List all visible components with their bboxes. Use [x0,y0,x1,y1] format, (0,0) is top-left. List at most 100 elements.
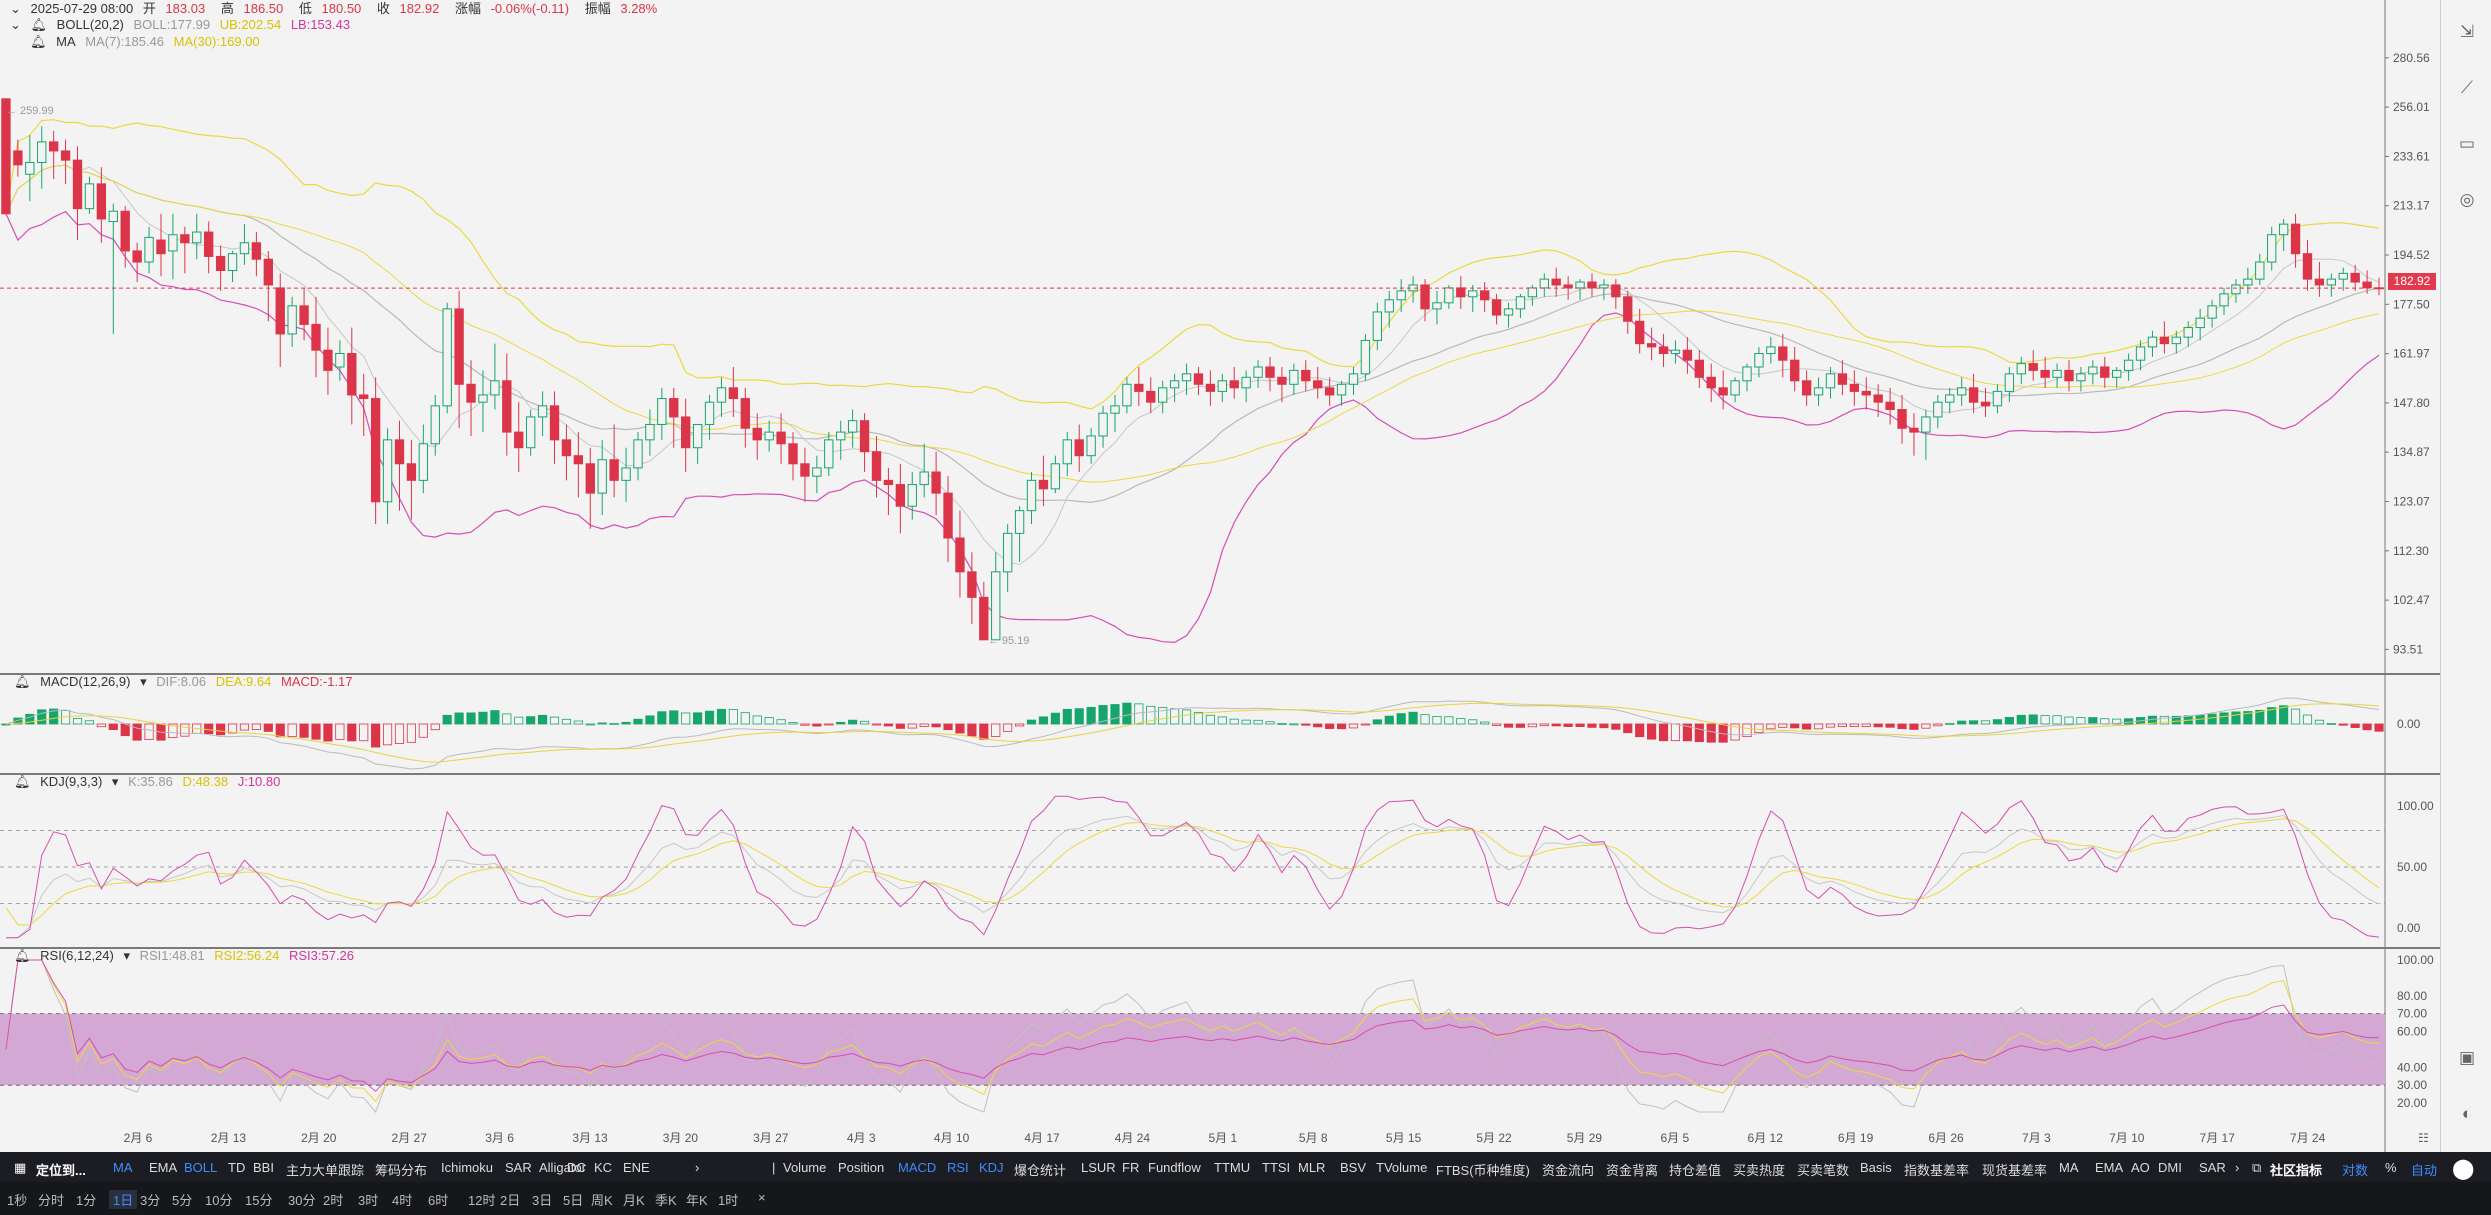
candle-body [1050,463,1061,490]
main-indicator-1[interactable]: EMA [149,1160,178,1175]
sub-indicator-13[interactable]: TVolume [1376,1160,1428,1175]
main-indicator-12[interactable]: ENE [623,1160,650,1175]
sub-indicator-1[interactable]: Position [838,1160,885,1175]
interval-11[interactable]: 4时 [392,1193,413,1208]
main-indicator-11[interactable]: KC [594,1160,613,1175]
locate-button[interactable]: 定位到... [36,1163,86,1178]
log-scale-toggle[interactable]: 对数 [2342,1163,2369,1178]
interval-14[interactable]: 2日 [500,1193,521,1208]
interval-21[interactable]: 1时 [718,1193,739,1208]
bell-icon[interactable]: 🔔︎ [30,17,48,32]
calendar-icon[interactable]: ▦ [14,1160,27,1175]
sub-indicator-20[interactable]: Basis [1860,1160,1892,1175]
bell-icon[interactable]: 🔔︎ [14,774,31,789]
caret-down-icon[interactable]: ▾ [111,774,119,789]
interval-3[interactable]: 1日 [109,1190,138,1209]
candle-body [1,98,11,215]
bell-icon[interactable]: 🔔︎ [30,34,47,49]
sub-indicator-27[interactable]: SAR [2199,1160,2226,1175]
sub-indicator-21[interactable]: 指数基差率 [1904,1163,1970,1178]
interval-7[interactable]: 15分 [245,1193,273,1208]
main-indicator-3[interactable]: TD [228,1160,246,1175]
chevron-right-icon[interactable]: › [2235,1160,2240,1175]
sub-indicator-25[interactable]: AO [2131,1160,2150,1175]
trend-line-icon[interactable]: ⟋ [2461,78,2473,97]
interval-4[interactable]: 3分 [140,1193,161,1208]
sub-indicator-24[interactable]: EMA [2095,1160,2124,1175]
chevron-down-icon[interactable]: ⌄ [10,1,21,16]
main-indicator-0[interactable]: MA [113,1160,133,1175]
chevron-right-icon[interactable]: › [695,1160,700,1175]
chart-type-icon[interactable]: ▭ [2458,134,2476,153]
macd-dif-line [5,697,2380,770]
y-tick-label: 280.56 [2393,51,2430,65]
percent-scale-toggle[interactable]: % [2385,1160,2397,1175]
sub-indicator-12[interactable]: BSV [1340,1160,1367,1175]
interval-9[interactable]: 2时 [323,1193,344,1208]
interval-2[interactable]: 1分 [76,1193,97,1208]
macd-histogram-bar [514,716,524,725]
interval-10[interactable]: 3时 [358,1193,379,1208]
macd-dea: DEA:9.64 [215,674,272,689]
sub-indicator-16[interactable]: 资金背离 [1606,1163,1659,1178]
main-indicator-10[interactable]: DC [567,1160,586,1175]
interval-12[interactable]: 6时 [428,1193,449,1208]
main-indicator-9[interactable]: Alligator [539,1160,586,1175]
sub-indicator-5[interactable]: 爆仓统计 [1014,1163,1067,1178]
candle-body [1587,281,1597,289]
interval-0[interactable]: 1秒 [7,1193,28,1208]
sub-indicator-9[interactable]: TTMU [1214,1160,1251,1175]
sub-indicator-10[interactable]: TTSI [1262,1160,1291,1175]
bell-icon[interactable]: 🔔︎ [14,674,31,689]
sub-indicator-15[interactable]: 资金流向 [1542,1163,1595,1178]
caret-down-icon[interactable]: ▾ [140,674,147,689]
interval-16[interactable]: 5日 [563,1193,584,1208]
chevron-down-icon[interactable]: ⌄ [10,17,21,32]
main-indicator-5[interactable]: 主力大单跟踪 [286,1163,365,1178]
sub-indicator-17[interactable]: 持仓差值 [1669,1163,1722,1178]
main-indicator-4[interactable]: BBI [253,1160,274,1175]
layout-icon[interactable]: ▣ [2458,1048,2476,1067]
sub-indicator-6[interactable]: LSUR [1081,1160,1116,1175]
interval-17[interactable]: 周K [591,1193,613,1208]
main-indicator-2[interactable]: BOLL [184,1160,218,1175]
caret-down-icon[interactable]: ▾ [123,948,130,963]
macd-histogram-bar [740,712,750,725]
sub-indicator-14[interactable]: FTBS(币种维度) [1436,1163,1530,1178]
community-indicator-button[interactable]: 社区指标 [2270,1163,2323,1178]
community-icon[interactable]: ⧉ [2252,1160,2262,1175]
interval-1[interactable]: 分时 [38,1193,65,1208]
sub-indicator-0[interactable]: Volume [783,1160,827,1175]
sub-indicator-22[interactable]: 现货基差率 [1982,1163,2048,1178]
boll-name: BOLL(20,2) [56,17,124,32]
main-indicator-8[interactable]: SAR [505,1160,532,1175]
main-indicator-7[interactable]: Ichimoku [441,1160,494,1175]
interval-8[interactable]: 30分 [288,1193,316,1208]
candle-body [1479,290,1490,301]
sub-indicator-11[interactable]: MLR [1298,1160,1326,1175]
interval-20[interactable]: 年K [686,1193,708,1208]
theme-icon[interactable]: ◐ [2461,1104,2473,1123]
main-indicator-6[interactable]: 筹码分布 [375,1163,428,1178]
sub-indicator-3[interactable]: RSI [947,1160,969,1175]
bell-icon[interactable]: 🔔︎ [14,948,31,963]
interval-5[interactable]: 5分 [172,1193,193,1208]
interval-18[interactable]: 月K [623,1193,645,1208]
sub-indicator-18[interactable]: 买卖热度 [1733,1163,1786,1178]
interval-6[interactable]: 10分 [205,1193,233,1208]
indicator-icon[interactable]: ◎ [2459,190,2475,209]
close-icon[interactable]: × [758,1190,766,1205]
interval-13[interactable]: 12时 [468,1193,496,1208]
auto-scale-toggle[interactable]: 自动 [2411,1163,2438,1178]
sub-indicator-2[interactable]: MACD [898,1160,937,1175]
sub-indicator-23[interactable]: MA [2059,1160,2079,1175]
sub-indicator-19[interactable]: 买卖笔数 [1797,1163,1850,1178]
sub-indicator-26[interactable]: DMI [2158,1160,2182,1175]
interval-15[interactable]: 3日 [532,1193,553,1208]
interval-19[interactable]: 季K [655,1193,677,1208]
sub-indicator-8[interactable]: Fundflow [1148,1160,1201,1175]
sub-indicator-7[interactable]: FR [1122,1160,1140,1175]
export-icon[interactable]: ⇲ [2459,22,2475,41]
sub-indicator-4[interactable]: KDJ [979,1160,1004,1175]
